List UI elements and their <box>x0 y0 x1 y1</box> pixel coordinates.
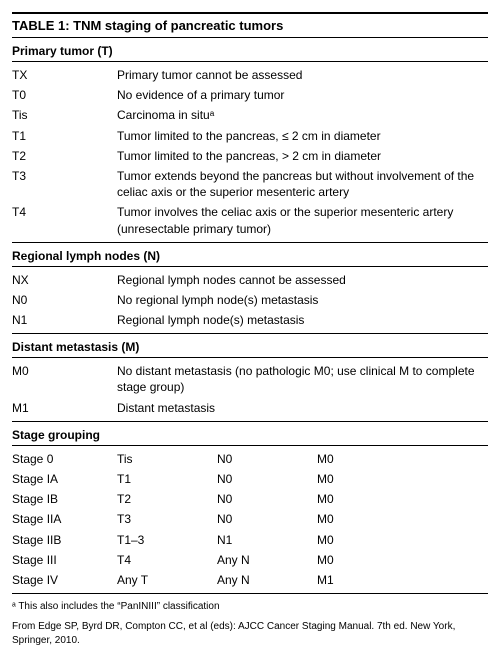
desc-cell: No evidence of a primary tumor <box>117 87 488 103</box>
t-cell: Any T <box>117 572 217 588</box>
desc-cell: Tumor limited to the pancreas, > 2 cm in… <box>117 148 488 164</box>
table-row: NXRegional lymph nodes cannot be assesse… <box>12 270 488 290</box>
n-cell: N0 <box>217 451 317 467</box>
desc-cell: No regional lymph node(s) metastasis <box>117 292 488 308</box>
desc-cell: Distant metastasis <box>117 400 488 416</box>
code-cell: NX <box>12 272 117 288</box>
stage-cell: Stage IIB <box>12 532 117 548</box>
table-row: T3Tumor extends beyond the pancreas but … <box>12 166 488 202</box>
desc-cell: Tumor involves the celiac axis or the su… <box>117 204 488 236</box>
section-body-regional-nodes: NXRegional lymph nodes cannot be assesse… <box>12 267 488 335</box>
t-cell: T4 <box>117 552 217 568</box>
t-cell: T1–3 <box>117 532 217 548</box>
n-cell: N1 <box>217 532 317 548</box>
stage-cell: Stage III <box>12 552 117 568</box>
footnote-a: ᵃ This also includes the “PanINIII” clas… <box>12 594 488 614</box>
code-cell: N1 <box>12 312 117 328</box>
desc-cell: Tumor extends beyond the pancreas but wi… <box>117 168 488 200</box>
table-row: N0No regional lymph node(s) metastasis <box>12 290 488 310</box>
m-cell: M0 <box>317 532 488 548</box>
code-cell: T0 <box>12 87 117 103</box>
n-cell: N0 <box>217 491 317 507</box>
code-cell: T2 <box>12 148 117 164</box>
table-row: T4Tumor involves the celiac axis or the … <box>12 202 488 238</box>
table-title: TABLE 1: TNM staging of pancreatic tumor… <box>12 12 488 38</box>
section-body-stage-grouping: Stage 0TisN0M0 Stage IAT1N0M0 Stage IBT2… <box>12 446 488 594</box>
code-cell: Tis <box>12 107 117 123</box>
section-body-distant-metastasis: M0No distant metastasis (no pathologic M… <box>12 358 488 422</box>
code-cell: T4 <box>12 204 117 236</box>
code-cell: M0 <box>12 363 117 395</box>
m-cell: M0 <box>317 511 488 527</box>
table-row: N1Regional lymph node(s) metastasis <box>12 310 488 330</box>
desc-cell: No distant metastasis (no pathologic M0;… <box>117 363 488 395</box>
code-cell: T3 <box>12 168 117 200</box>
t-cell: T1 <box>117 471 217 487</box>
m-cell: M1 <box>317 572 488 588</box>
desc-cell: Carcinoma in situᵃ <box>117 107 488 123</box>
stage-cell: Stage 0 <box>12 451 117 467</box>
t-cell: T2 <box>117 491 217 507</box>
table-row: M1Distant metastasis <box>12 398 488 418</box>
table-row: TisCarcinoma in situᵃ <box>12 105 488 125</box>
table-row: T0No evidence of a primary tumor <box>12 85 488 105</box>
section-header-distant-metastasis: Distant metastasis (M) <box>12 334 488 358</box>
m-cell: M0 <box>317 552 488 568</box>
code-cell: TX <box>12 67 117 83</box>
n-cell: Any N <box>217 552 317 568</box>
stage-cell: Stage IB <box>12 491 117 507</box>
section-header-primary-tumor: Primary tumor (T) <box>12 38 488 62</box>
table-row: TXPrimary tumor cannot be assessed <box>12 65 488 85</box>
t-cell: Tis <box>117 451 217 467</box>
stage-cell: Stage IV <box>12 572 117 588</box>
desc-cell: Primary tumor cannot be assessed <box>117 67 488 83</box>
table-row: T1Tumor limited to the pancreas, ≤ 2 cm … <box>12 126 488 146</box>
code-cell: T1 <box>12 128 117 144</box>
table-row: Stage IBT2N0M0 <box>12 489 488 509</box>
table-row: Stage IIIT4Any NM0 <box>12 550 488 570</box>
m-cell: M0 <box>317 491 488 507</box>
stage-cell: Stage IIA <box>12 511 117 527</box>
section-header-regional-nodes: Regional lymph nodes (N) <box>12 243 488 267</box>
stage-cell: Stage IA <box>12 471 117 487</box>
n-cell: N0 <box>217 471 317 487</box>
section-header-stage-grouping: Stage grouping <box>12 422 488 446</box>
t-cell: T3 <box>117 511 217 527</box>
desc-cell: Tumor limited to the pancreas, ≤ 2 cm in… <box>117 128 488 144</box>
desc-cell: Regional lymph node(s) metastasis <box>117 312 488 328</box>
m-cell: M0 <box>317 451 488 467</box>
n-cell: Any N <box>217 572 317 588</box>
n-cell: N0 <box>217 511 317 527</box>
table-row: Stage IIAT3N0M0 <box>12 509 488 529</box>
table-row: Stage IAT1N0M0 <box>12 469 488 489</box>
code-cell: N0 <box>12 292 117 308</box>
section-body-primary-tumor: TXPrimary tumor cannot be assessed T0No … <box>12 62 488 243</box>
m-cell: M0 <box>317 471 488 487</box>
table-row: M0No distant metastasis (no pathologic M… <box>12 361 488 397</box>
desc-cell: Regional lymph nodes cannot be assessed <box>117 272 488 288</box>
code-cell: M1 <box>12 400 117 416</box>
footnote-source: From Edge SP, Byrd DR, Compton CC, et al… <box>12 614 488 648</box>
table-row: Stage 0TisN0M0 <box>12 449 488 469</box>
table-row: T2Tumor limited to the pancreas, > 2 cm … <box>12 146 488 166</box>
table-row: Stage IIBT1–3N1M0 <box>12 530 488 550</box>
